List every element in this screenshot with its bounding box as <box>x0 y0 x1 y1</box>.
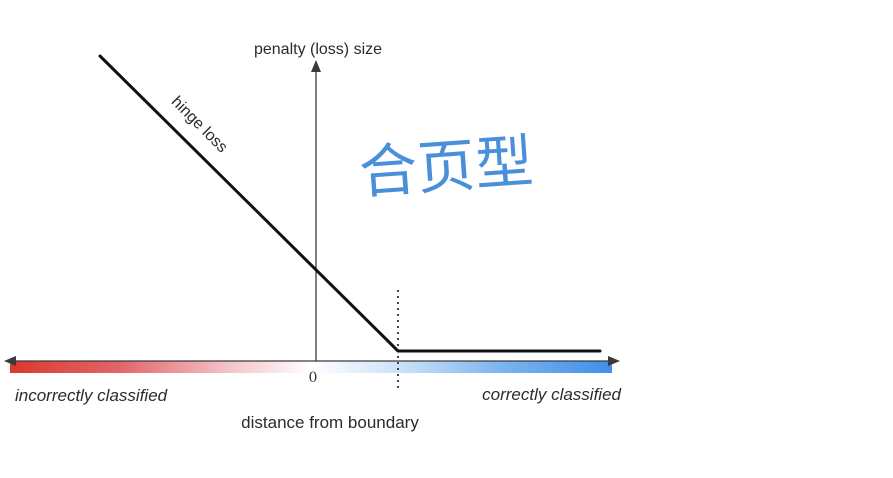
x-axis-label: distance from boundary <box>241 413 419 432</box>
handwritten-annotation: 合页型 <box>357 127 535 207</box>
origin-zero-label: 0 <box>309 370 318 386</box>
x-axis-left-arrow-icon <box>4 356 16 366</box>
x-axis-gradient-band <box>10 361 612 373</box>
y-axis-arrow-icon <box>311 60 321 72</box>
correctly-classified-label: correctly classified <box>482 385 621 404</box>
hinge-loss-curve <box>98 54 602 353</box>
x-axis-right-arrow-icon <box>608 356 620 366</box>
hinge-loss-label: hinge loss <box>168 93 231 156</box>
incorrectly-classified-label: incorrectly classified <box>15 386 168 405</box>
y-axis-label: penalty (loss) size <box>254 41 382 58</box>
